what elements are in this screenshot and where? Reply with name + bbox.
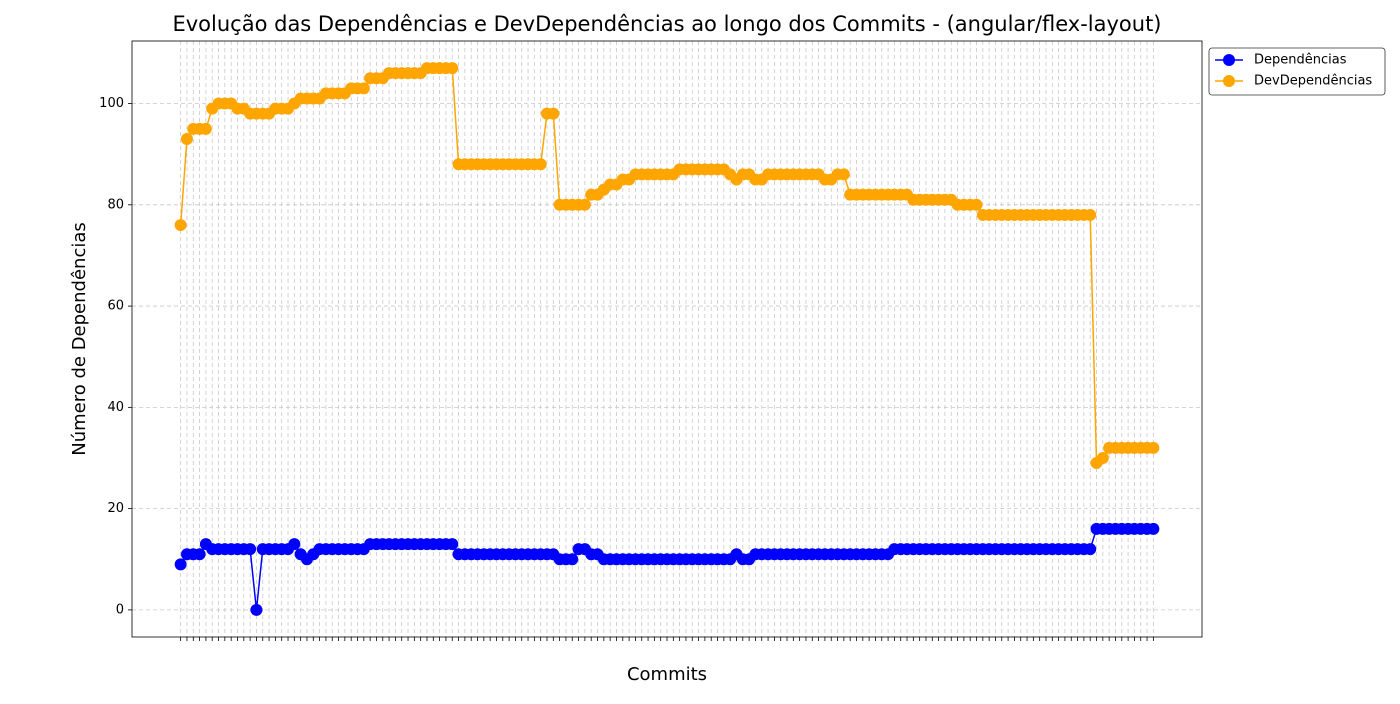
y-tick-label: 100	[99, 96, 124, 111]
y-tick-label: 0	[116, 602, 124, 617]
legend-label: DevDependências	[1254, 74, 1372, 89]
data-point	[566, 553, 579, 566]
y-tick-label: 60	[107, 299, 124, 314]
legend-box	[1208, 47, 1386, 96]
data-point	[1084, 208, 1097, 221]
data-point	[199, 122, 212, 135]
data-point	[534, 158, 547, 171]
data-point	[174, 219, 187, 232]
y-tick-label: 80	[107, 197, 124, 212]
data-point	[837, 168, 850, 181]
data-point	[446, 538, 459, 551]
data-point	[1147, 441, 1160, 454]
data-point	[1084, 543, 1097, 556]
data-point	[250, 603, 263, 616]
data-point	[174, 558, 187, 571]
data-point	[357, 82, 370, 95]
data-point	[180, 132, 193, 145]
y-tick-label: 20	[107, 501, 124, 516]
legend-marker	[1223, 75, 1235, 87]
data-point	[1096, 451, 1109, 464]
plot-frame	[131, 40, 1203, 638]
data-point	[970, 198, 983, 211]
data-point	[244, 543, 257, 556]
y-tick-label: 40	[107, 400, 124, 415]
y-axis-label: Número de Dependências	[69, 222, 90, 456]
x-axis-label: Commits	[627, 664, 707, 685]
data-point	[288, 538, 301, 551]
data-point	[446, 62, 459, 75]
legend-marker	[1223, 54, 1235, 66]
data-point	[193, 548, 206, 561]
data-point	[1147, 522, 1160, 535]
legend-label: Dependências	[1254, 53, 1347, 68]
data-point	[578, 198, 591, 211]
chart-title: Evolução das Dependências e DevDependênc…	[172, 12, 1161, 36]
data-point	[547, 107, 560, 120]
